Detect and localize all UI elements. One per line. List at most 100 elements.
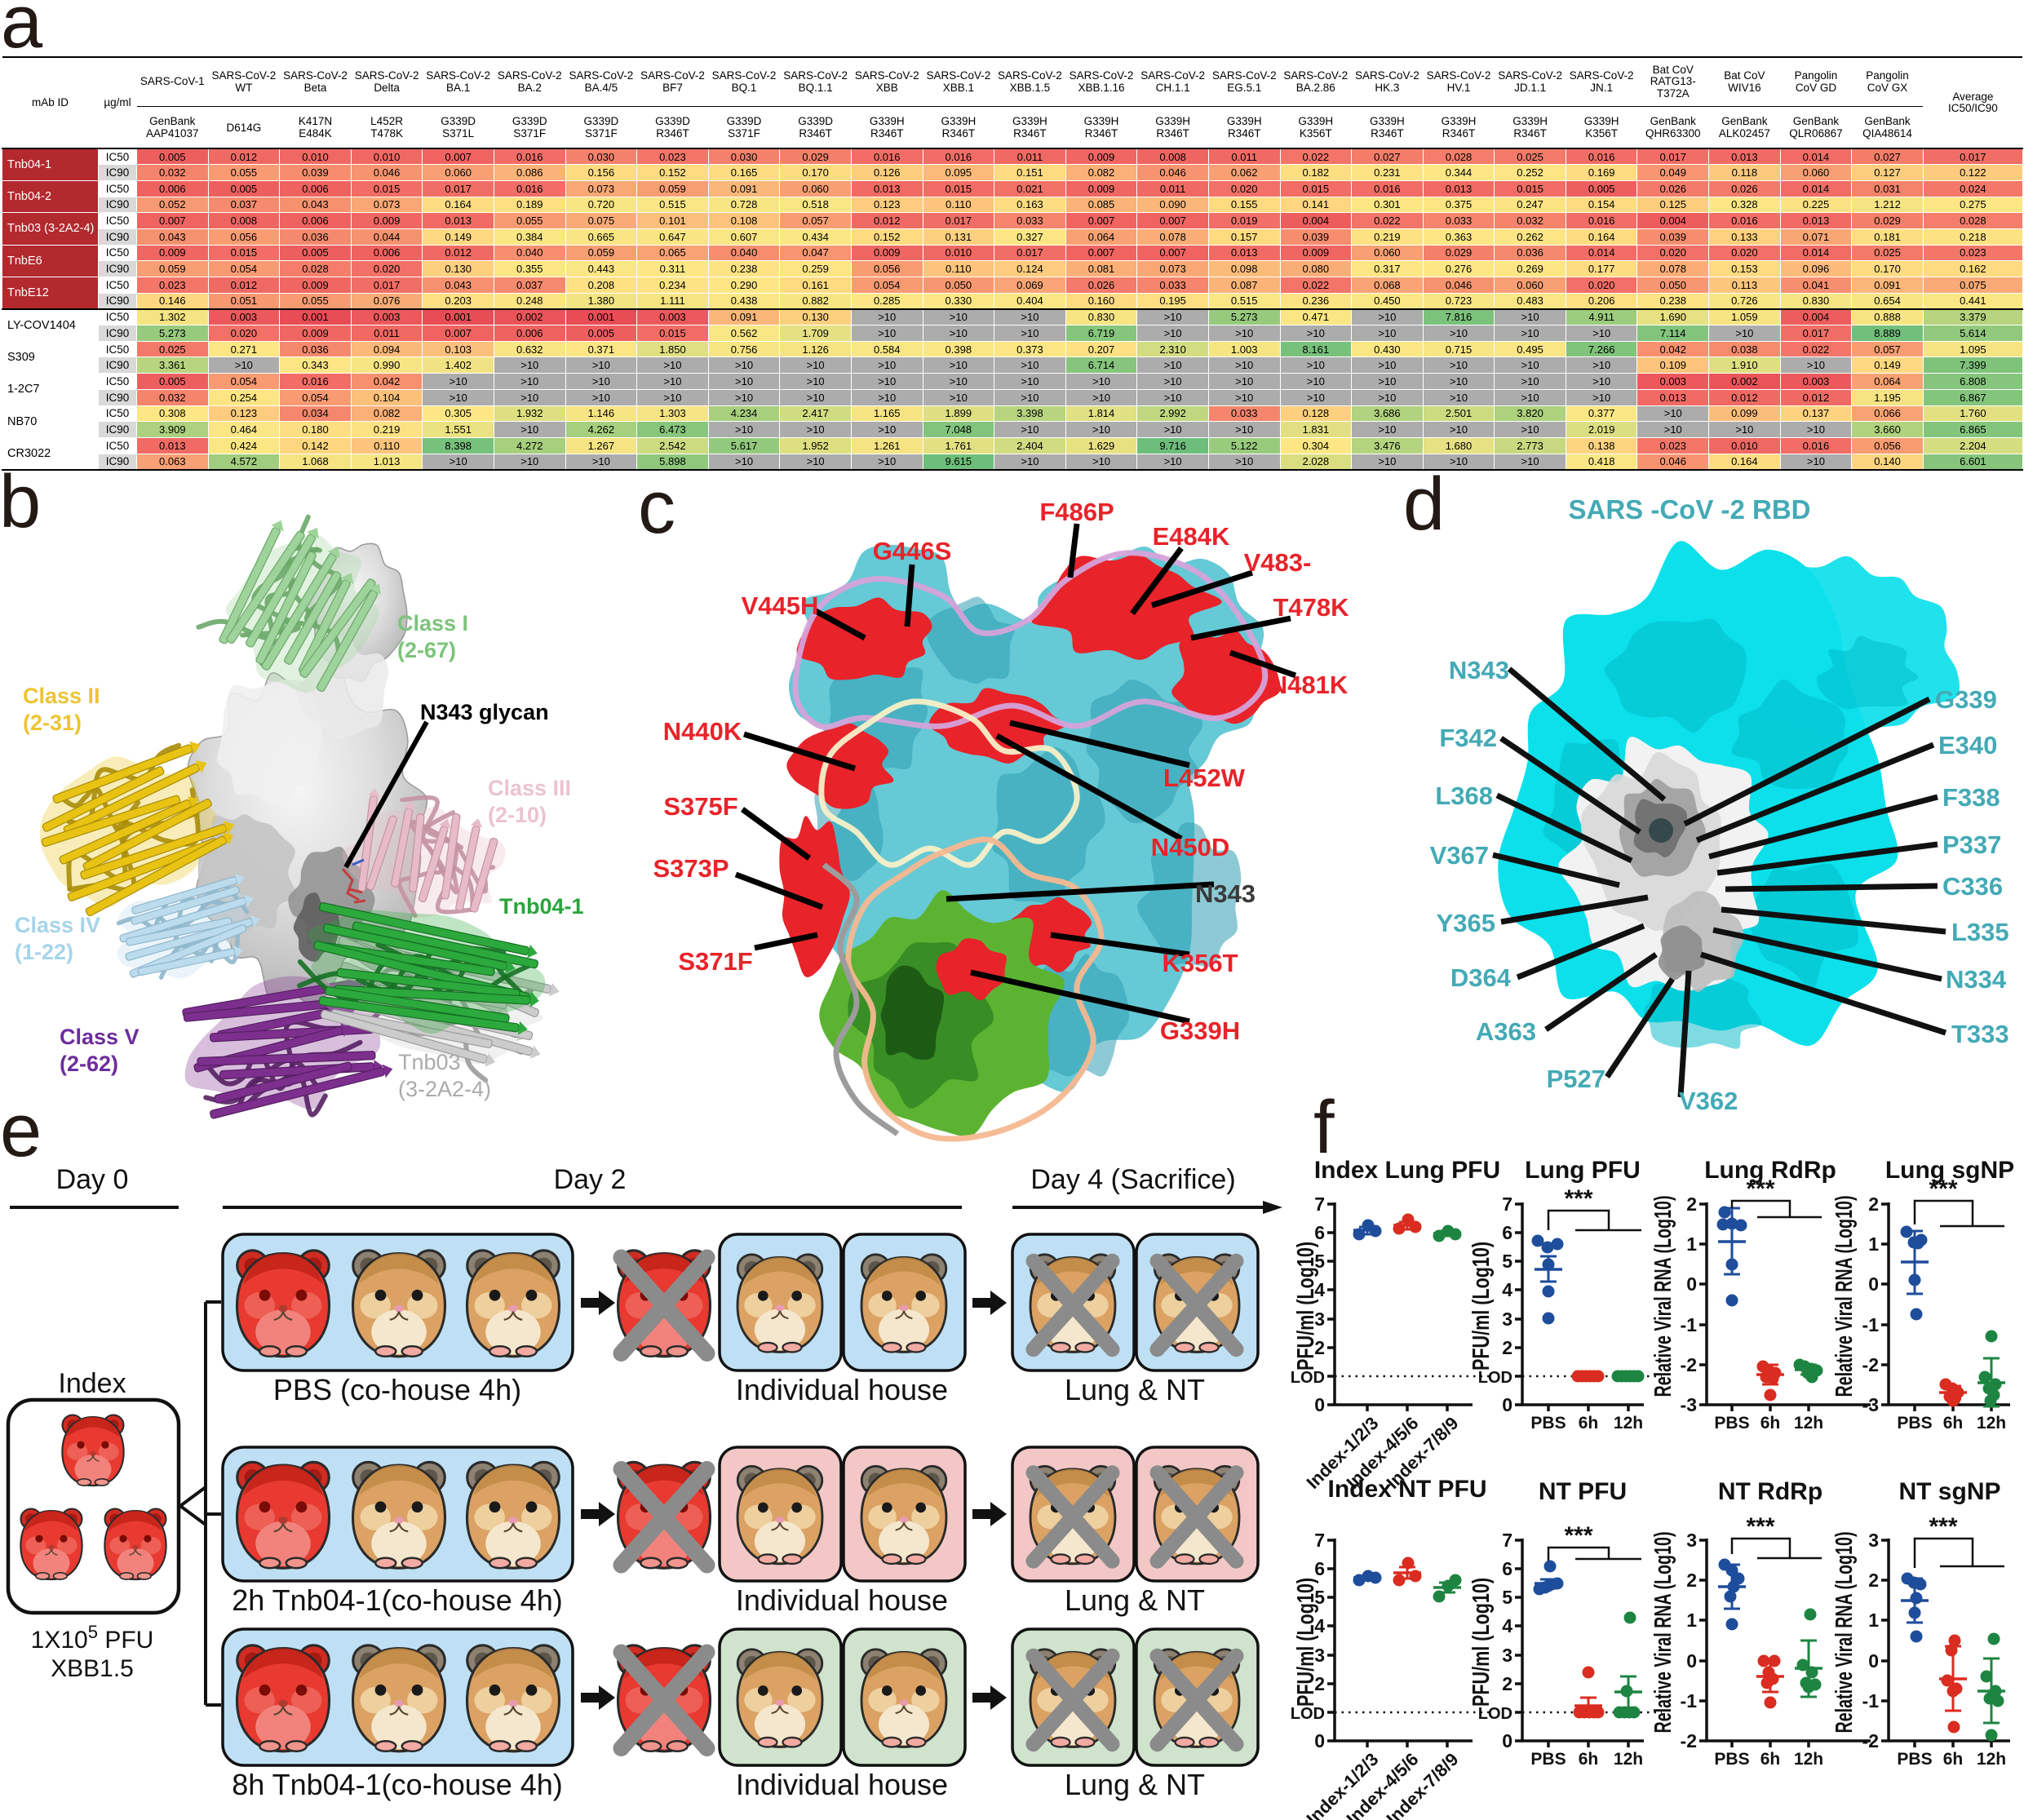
svg-text:-2: -2 bbox=[1681, 1730, 1697, 1751]
svg-text:-2: -2 bbox=[1681, 1354, 1697, 1375]
svg-text:E340: E340 bbox=[1938, 731, 1997, 759]
svg-text:3: 3 bbox=[1868, 1530, 1879, 1551]
svg-text:Y365: Y365 bbox=[1437, 909, 1495, 937]
svg-text:P337: P337 bbox=[1942, 830, 2001, 859]
svg-text:P527: P527 bbox=[1547, 1065, 1605, 1093]
svg-text:7: 7 bbox=[1314, 1193, 1325, 1215]
svg-text:1: 1 bbox=[1686, 1610, 1697, 1631]
svg-text:T333: T333 bbox=[1951, 1020, 2009, 1048]
svg-text:G339: G339 bbox=[1935, 685, 1997, 714]
svg-text:XBB1.5: XBB1.5 bbox=[51, 1655, 134, 1682]
svg-text:-2: -2 bbox=[1862, 1730, 1879, 1751]
svg-text:6: 6 bbox=[1314, 1222, 1325, 1243]
svg-text:3: 3 bbox=[1502, 1309, 1512, 1330]
svg-text:5: 5 bbox=[1314, 1251, 1325, 1272]
svg-text:6h: 6h bbox=[1579, 1414, 1599, 1433]
svg-text:N343: N343 bbox=[1449, 656, 1509, 684]
svg-text:7: 7 bbox=[1314, 1530, 1325, 1551]
svg-text:6h: 6h bbox=[1760, 1750, 1781, 1769]
svg-text:Tnb04-1: Tnb04-1 bbox=[499, 894, 584, 919]
svg-text:L335: L335 bbox=[1951, 918, 2009, 946]
svg-text:Day 4 (Sacrifice): Day 4 (Sacrifice) bbox=[1030, 1164, 1235, 1195]
svg-text:1: 1 bbox=[1868, 1610, 1879, 1631]
svg-text:N343 glycan: N343 glycan bbox=[420, 700, 549, 724]
svg-text:Lung & NT: Lung & NT bbox=[1065, 1583, 1205, 1617]
svg-text:0: 0 bbox=[1502, 1394, 1512, 1415]
svg-text:Relative Viral RNA (Log10): Relative Viral RNA (Log10) bbox=[1650, 1532, 1676, 1734]
svg-text:5: 5 bbox=[1502, 1587, 1512, 1608]
svg-text:5: 5 bbox=[1314, 1587, 1325, 1608]
svg-text:E484K: E484K bbox=[1153, 522, 1230, 551]
svg-text:Lung RdRp: Lung RdRp bbox=[1704, 1157, 1836, 1184]
svg-text:NT RdRp: NT RdRp bbox=[1718, 1478, 1822, 1505]
svg-text:-1: -1 bbox=[1862, 1314, 1880, 1335]
svg-text:N343: N343 bbox=[1195, 879, 1256, 908]
svg-text:12h: 12h bbox=[1794, 1750, 1823, 1769]
svg-text:3: 3 bbox=[1314, 1309, 1325, 1330]
svg-text:LOD: LOD bbox=[1478, 1369, 1512, 1387]
svg-text:1X105 PFU: 1X105 PFU bbox=[31, 1622, 154, 1654]
svg-text:Class I(2-67): Class I (2-67) bbox=[397, 611, 468, 662]
svg-text:6: 6 bbox=[1502, 1558, 1512, 1579]
svg-text:PBS: PBS bbox=[1530, 1750, 1566, 1769]
svg-text:***: *** bbox=[1746, 1176, 1774, 1202]
svg-text:Index: Index bbox=[58, 1368, 126, 1399]
svg-text:12h: 12h bbox=[1977, 1414, 2006, 1433]
svg-text:3: 3 bbox=[1686, 1530, 1697, 1551]
svg-text:Class V(2-62): Class V (2-62) bbox=[60, 1025, 140, 1076]
svg-text:Index NT PFU: Index NT PFU bbox=[1327, 1476, 1486, 1503]
svg-text:0: 0 bbox=[1314, 1730, 1325, 1751]
svg-text:PFU/ml (Log10): PFU/ml (Log10) bbox=[1468, 1242, 1495, 1371]
svg-text:PBS: PBS bbox=[1714, 1750, 1749, 1769]
svg-text:5: 5 bbox=[1502, 1251, 1512, 1272]
svg-text:4: 4 bbox=[1314, 1279, 1325, 1300]
svg-text:K356T: K356T bbox=[1162, 949, 1238, 977]
svg-text:PFU/ml (Log10): PFU/ml (Log10) bbox=[1293, 1578, 1319, 1707]
svg-text:D364: D364 bbox=[1450, 963, 1512, 992]
svg-text:2: 2 bbox=[1868, 1570, 1879, 1591]
svg-text:V483-: V483- bbox=[1244, 548, 1312, 577]
svg-text:12h: 12h bbox=[1614, 1414, 1643, 1433]
svg-text:-3: -3 bbox=[1681, 1394, 1697, 1415]
svg-text:Relative Viral RNA (Log10): Relative Viral RNA (Log10) bbox=[1831, 1196, 1858, 1397]
svg-text:7: 7 bbox=[1502, 1530, 1512, 1551]
svg-text:G446S: G446S bbox=[873, 537, 952, 565]
svg-text:V362: V362 bbox=[1679, 1087, 1738, 1115]
svg-text:3: 3 bbox=[1502, 1645, 1512, 1666]
svg-text:2: 2 bbox=[1502, 1673, 1512, 1694]
svg-text:Class III(2-10): Class III (2-10) bbox=[488, 776, 571, 827]
svg-text:4: 4 bbox=[1314, 1615, 1325, 1636]
svg-text:F486P: F486P bbox=[1039, 498, 1114, 526]
svg-text:2: 2 bbox=[1314, 1673, 1325, 1694]
svg-text:C336: C336 bbox=[1942, 872, 2003, 901]
svg-text:NT sgNP: NT sgNP bbox=[1898, 1478, 2000, 1505]
svg-text:0: 0 bbox=[1686, 1650, 1697, 1672]
svg-text:PBS: PBS bbox=[1897, 1414, 1932, 1433]
svg-text:2: 2 bbox=[1686, 1193, 1697, 1215]
svg-text:2h Tnb04-1(co-house 4h): 2h Tnb04-1(co-house 4h) bbox=[232, 1583, 563, 1617]
svg-text:***: *** bbox=[1564, 1522, 1592, 1549]
svg-text:L368: L368 bbox=[1435, 782, 1493, 810]
svg-text:Relative Viral RNA (Log10): Relative Viral RNA (Log10) bbox=[1831, 1532, 1858, 1734]
svg-text:Index Lung PFU: Index Lung PFU bbox=[1314, 1157, 1500, 1184]
svg-text:12h: 12h bbox=[1977, 1750, 2006, 1769]
svg-text:-1: -1 bbox=[1681, 1314, 1698, 1335]
svg-text:Individual house: Individual house bbox=[736, 1583, 948, 1617]
svg-text:Lung sgNP: Lung sgNP bbox=[1885, 1157, 2014, 1184]
svg-text:LOD: LOD bbox=[1291, 1705, 1325, 1723]
svg-text:N440K: N440K bbox=[663, 717, 742, 746]
svg-text:6: 6 bbox=[1314, 1558, 1325, 1579]
svg-text:0: 0 bbox=[1686, 1273, 1697, 1295]
svg-text:0: 0 bbox=[1314, 1394, 1325, 1415]
svg-text:-2: -2 bbox=[1862, 1354, 1879, 1375]
svg-text:0: 0 bbox=[1868, 1273, 1879, 1295]
svg-text:V445H: V445H bbox=[742, 591, 819, 620]
svg-text:PBS: PBS bbox=[1897, 1750, 1932, 1769]
svg-text:2: 2 bbox=[1502, 1337, 1512, 1358]
svg-text:1: 1 bbox=[1686, 1233, 1697, 1255]
svg-text:Relative Viral RNA (Log10): Relative Viral RNA (Log10) bbox=[1650, 1196, 1676, 1397]
svg-text:Day 2: Day 2 bbox=[554, 1164, 627, 1195]
svg-text:6h: 6h bbox=[1579, 1750, 1599, 1769]
svg-text:N450D: N450D bbox=[1151, 833, 1230, 861]
svg-text:***: *** bbox=[1746, 1513, 1774, 1540]
